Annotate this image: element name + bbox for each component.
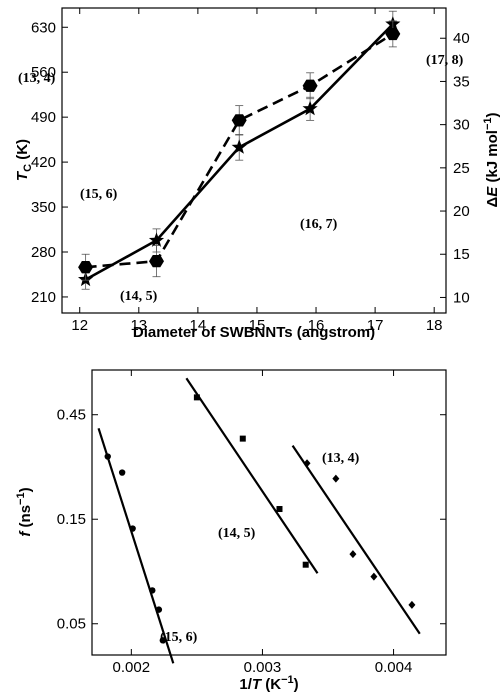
top-x-tick-label: 12 <box>71 317 88 334</box>
bottom-fit-line <box>291 445 421 635</box>
bottom-ticks: 0.002 0.003 0.004 0.05 0.15 0.45 <box>57 370 446 676</box>
top-y2-axis-label: ΔE (kJ mol−1) <box>482 112 501 207</box>
hexagon-marker <box>231 114 247 127</box>
top-y-tick-label: 280 <box>31 244 56 261</box>
top-y-tick-label: 490 <box>31 109 56 126</box>
bottom-x-tick-label: 0.002 <box>113 659 151 676</box>
top-y-tick-label: 350 <box>31 199 56 216</box>
circle-marker <box>159 637 166 644</box>
circle-marker <box>149 587 156 594</box>
circle-marker <box>104 453 111 460</box>
square-marker <box>193 394 200 401</box>
bottom-y-tick-label: 0.15 <box>57 511 86 528</box>
top-x-tick-label: 14 <box>190 317 207 334</box>
top-y2-tick-label: 40 <box>453 30 470 47</box>
top-y2-tick-label: 20 <box>453 203 470 220</box>
bottom-series-label: (13, 4) <box>322 451 360 466</box>
top-annotations: (13, 4) (14, 5) (15, 6) (16, 7) (17, 8) <box>18 53 464 304</box>
top-y2-tick-label: 25 <box>453 160 470 177</box>
top-point-annotation: (15, 6) <box>80 187 118 202</box>
top-y2-tick-label: 10 <box>453 289 470 306</box>
star-marker <box>302 100 318 116</box>
circle-marker <box>155 606 163 613</box>
bottom-y-tick-label: 0.05 <box>57 616 86 633</box>
hexagon-marker <box>302 79 318 92</box>
bottom-x-axis-label: 1/T (K−1) <box>239 674 298 693</box>
diamond-marker <box>349 550 357 559</box>
bottom-chart: 0.002 0.003 0.004 0.05 0.15 0.45 (15, 6) (14, … <box>15 369 447 693</box>
circle-marker <box>129 525 136 532</box>
square-marker <box>276 506 283 513</box>
bottom-fit-line <box>97 427 175 664</box>
square-marker <box>302 561 309 568</box>
bottom-y-axis-label: f (ns−1) <box>15 487 34 536</box>
diamond-marker <box>332 474 340 483</box>
top-point-annotation: (14, 5) <box>120 289 158 304</box>
bottom-x-tick-label: 0.003 <box>244 659 282 676</box>
star-marker <box>148 232 165 247</box>
bottom-x-tick-label: 0.004 <box>375 659 413 676</box>
bottom-annotations: (15, 6) (14, 5) (13, 4) <box>160 451 360 645</box>
top-ticks: 12 13 14 15 16 17 18 210 280 350 420 490 560 630 10 15 2… <box>31 8 470 334</box>
top-y-tick-label: 210 <box>31 289 56 306</box>
top-x-axis-label: Diameter of SWBNNTs (angstrom) <box>133 324 375 341</box>
top-y2-tick-label: 15 <box>453 246 470 263</box>
top-series <box>78 10 401 290</box>
top-y-tick-label: 630 <box>31 19 56 36</box>
diamond-marker <box>303 459 311 468</box>
hexagon-marker <box>78 261 94 274</box>
top-y-axis-label: TC (K) <box>14 139 34 181</box>
top-point-annotation: (13, 4) <box>18 71 56 86</box>
top-y-tick-label: 560 <box>31 64 56 81</box>
hexagon-marker <box>385 27 401 41</box>
top-point-annotation: (16, 7) <box>300 217 338 232</box>
bottom-y-tick-label: 0.45 <box>57 407 86 424</box>
bottom-fit-line <box>185 377 319 574</box>
bottom-series-label: (15, 6) <box>160 630 198 645</box>
top-y2-tick-label: 30 <box>453 117 470 134</box>
top-chart: 12 13 14 15 16 17 18 210 280 350 420 490 560 630 10 15 2… <box>14 7 501 341</box>
square-marker <box>239 435 246 442</box>
top-x-tick-label: 13 <box>130 317 147 334</box>
top-series-line <box>85 32 394 269</box>
bottom-series <box>97 377 421 664</box>
star-marker <box>231 139 247 154</box>
bottom-series-label: (14, 5) <box>218 526 256 541</box>
hexagon-marker <box>149 255 164 268</box>
top-y2-tick-label: 35 <box>453 73 470 90</box>
top-x-tick-label: 17 <box>367 317 384 334</box>
top-point-annotation: (17, 8) <box>426 53 464 68</box>
circle-marker <box>118 469 126 476</box>
top-x-tick-label: 15 <box>249 317 266 334</box>
diamond-marker <box>370 572 378 581</box>
bottom-plot-frame <box>91 369 447 656</box>
diamond-marker <box>408 600 416 609</box>
top-plot-frame <box>61 7 447 314</box>
top-x-tick-label: 16 <box>308 317 325 334</box>
top-x-tick-label: 18 <box>426 317 443 334</box>
top-y-tick-label: 420 <box>31 154 56 171</box>
